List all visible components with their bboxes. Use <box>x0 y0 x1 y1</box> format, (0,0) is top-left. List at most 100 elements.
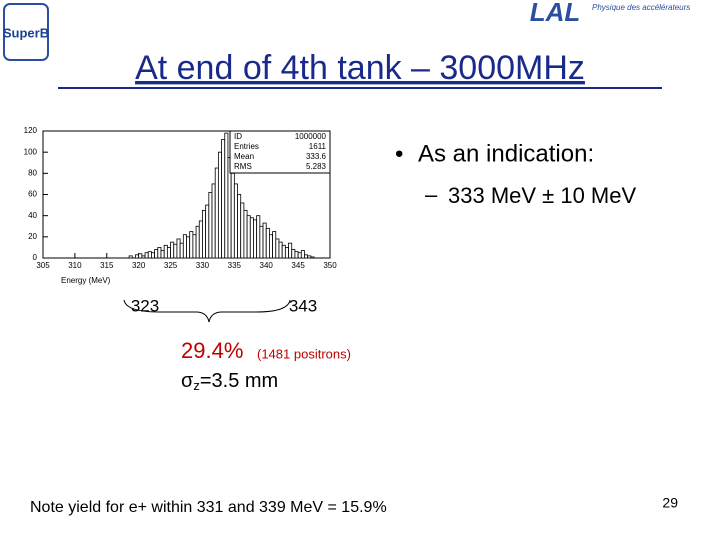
bar <box>221 139 226 259</box>
bar <box>243 209 248 259</box>
bar <box>272 231 277 259</box>
bar <box>281 244 286 259</box>
sigma-symbol: σ <box>181 370 194 392</box>
y-tick-label: 0 <box>33 253 38 262</box>
brace <box>123 299 291 323</box>
histogram: 0 20 40 60 80 100 120 305 310 315 320 325 330 335 340 3… <box>24 126 338 285</box>
x-tick-label: 345 <box>291 261 305 270</box>
bar <box>237 194 242 259</box>
slide-title: At end of 4th tank – 3000MHz <box>135 49 585 87</box>
bar <box>144 252 149 259</box>
bar <box>192 234 197 259</box>
bar <box>202 209 207 259</box>
stats-label: Entries <box>234 142 259 151</box>
bar <box>240 202 245 259</box>
bar <box>154 249 159 259</box>
stats-value: 1000000 <box>295 132 327 141</box>
dash: – <box>425 182 438 207</box>
y-tick-label: 100 <box>24 147 38 156</box>
x-tick-label: 310 <box>68 261 82 270</box>
bar <box>128 255 133 259</box>
bar <box>259 225 264 259</box>
bar <box>278 241 283 259</box>
bar <box>284 247 289 259</box>
x-axis-label: Energy (MeV) <box>61 276 111 285</box>
stats-box <box>229 130 331 174</box>
bar <box>275 238 280 259</box>
logo-right: LAL <box>530 0 581 27</box>
sigma: σz=3.5 mm <box>181 370 278 393</box>
stats-value: 333.6 <box>306 152 327 161</box>
bar <box>198 220 203 259</box>
note: Note yield for e+ within 331 and 339 MeV… <box>30 499 387 516</box>
stats-value: 1611 <box>309 142 327 151</box>
bar <box>173 243 178 259</box>
bar <box>182 234 187 259</box>
bar <box>294 251 299 259</box>
fraction-note: (1481 positrons) <box>257 346 351 361</box>
bullet: As an indication: <box>418 140 594 167</box>
bar <box>310 256 315 259</box>
bar <box>189 231 194 259</box>
stats-value: 5.283 <box>306 162 327 171</box>
bar <box>288 242 293 259</box>
bar <box>256 215 261 259</box>
y-tick-label: 60 <box>28 190 37 199</box>
fraction: 29.4% <box>181 338 243 363</box>
bar <box>217 151 222 259</box>
logo-caption: Physique des accélérateurs <box>592 3 690 12</box>
bar <box>253 219 258 259</box>
x-tick-label: 315 <box>100 261 114 270</box>
bar <box>186 236 191 259</box>
logo-frame <box>3 3 49 61</box>
sigma-sub: z <box>193 378 200 393</box>
x-tick-label: 335 <box>228 261 242 270</box>
brace-left-label: 323 <box>131 296 159 315</box>
bar <box>157 247 162 259</box>
bar <box>170 241 175 259</box>
bar <box>224 132 229 259</box>
bar <box>208 191 213 259</box>
bar <box>262 222 267 259</box>
logo-left: SuperB <box>3 25 49 40</box>
bar <box>163 244 168 259</box>
stats-label: RMS <box>234 162 252 171</box>
bar <box>291 249 296 259</box>
bar <box>176 238 181 259</box>
x-tick-label: 325 <box>164 261 178 270</box>
x-tick-label: 305 <box>36 261 50 270</box>
bar <box>147 251 152 259</box>
bar <box>269 234 273 259</box>
sub-bullet: 333 MeV ± 10 MeV <box>448 183 637 208</box>
bar <box>135 254 140 259</box>
bar <box>211 183 216 259</box>
bar <box>166 247 171 259</box>
bar <box>195 225 200 259</box>
brace-right-label: 343 <box>289 296 317 315</box>
sub-bullet-box: 333 MeV ± 10 MeV <box>448 183 637 208</box>
bar <box>230 172 235 259</box>
bar <box>304 254 309 259</box>
y-tick-label: 40 <box>28 211 37 220</box>
bar <box>307 255 312 259</box>
bar <box>138 253 143 259</box>
x-tick-label: 340 <box>260 261 274 270</box>
sigma-value: =3.5 mm <box>200 370 278 392</box>
bar <box>141 255 146 259</box>
stats-label: ID <box>234 132 242 141</box>
bar <box>265 227 270 259</box>
y-tick-label: 80 <box>28 168 37 177</box>
bar <box>205 204 210 259</box>
page-number: 29 <box>662 495 678 511</box>
y-tick-label: 20 <box>28 232 37 241</box>
bar <box>160 250 165 259</box>
x-tick-label: 350 <box>323 261 337 270</box>
bar <box>214 167 219 259</box>
bar <box>249 217 254 259</box>
stats-label: Mean <box>234 152 254 161</box>
x-tick-label: 330 <box>196 261 210 270</box>
y-tick-label: 120 <box>24 126 38 135</box>
bar <box>233 183 238 259</box>
bar <box>297 252 302 259</box>
